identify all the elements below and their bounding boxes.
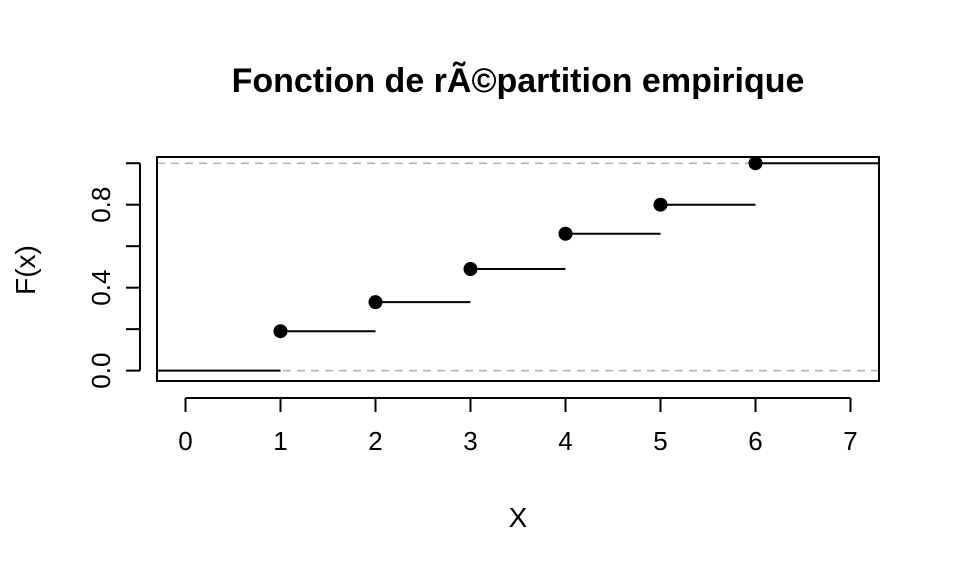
y-tick-label: 0.0	[86, 353, 116, 389]
plot-area: 0 1 2 3 4 5 6 7 0.0 0.4 0.8	[86, 156, 880, 456]
x-tick-label: 1	[273, 426, 287, 456]
x-tick-label: 5	[653, 426, 667, 456]
x-tick-label: 0	[178, 426, 192, 456]
data-point	[273, 324, 288, 339]
x-tick-label: 6	[748, 426, 762, 456]
x-tick-label: 3	[463, 426, 477, 456]
plot-frame	[156, 156, 880, 382]
data-point	[368, 295, 383, 310]
data-point	[463, 262, 478, 276]
chart-title: Fonction de rÃ©partition empirique	[232, 62, 805, 100]
x-tick-label: 7	[843, 426, 857, 456]
data-point	[653, 197, 668, 212]
y-tick-label: 0.4	[86, 270, 116, 306]
y-tick-label: 0.8	[86, 187, 116, 223]
data-point	[558, 226, 573, 241]
x-tick-label: 4	[558, 426, 572, 456]
x-tick-label: 2	[368, 426, 382, 456]
data-point	[748, 156, 763, 171]
y-axis-label: F(x)	[10, 245, 41, 295]
x-axis-label: X	[509, 502, 528, 533]
